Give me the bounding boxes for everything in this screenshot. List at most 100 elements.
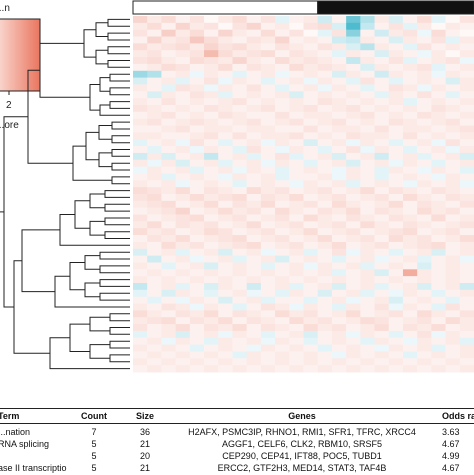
heatmap-cell [360,16,375,24]
heatmap-cell [246,283,262,291]
heatmap-cell [388,276,404,284]
heatmap-cell [189,241,205,250]
heatmap-cell [232,63,248,72]
dendrogram-branch [109,327,130,335]
heatmap-cell [317,337,333,346]
table-top-rule [0,408,474,409]
heatmap-cell [260,310,276,318]
heatmap-cell [147,132,162,140]
heatmap-cell [402,187,418,195]
heatmap-cell [402,111,418,120]
heatmap-cell [204,194,219,202]
cell-odds-ratio: 4.67 [442,463,460,473]
heatmap-cell [218,125,233,133]
heatmap-cell [331,118,347,126]
heatmap-cell [402,22,418,31]
heatmap-cell [317,111,333,120]
heatmap-cell [459,70,474,79]
heatmap-cell [232,98,248,106]
heatmap-cell [147,50,162,58]
heatmap-cell [303,317,319,325]
heatmap-cell [246,173,262,181]
heatmap-cell [218,317,233,325]
heatmap-cell [275,139,290,147]
heatmap-cell [360,344,375,352]
dendrogram-branch [89,220,105,236]
heatmap-cell [346,152,361,161]
heatmap-cell [133,70,148,79]
heatmap-cell [346,29,361,37]
heatmap-cell [232,152,248,161]
heatmap-cell [133,22,148,31]
dendrogram-branch [99,292,130,301]
heatmap-cell [303,269,319,277]
heatmap-cell [346,22,361,31]
heatmap-cell [175,16,191,24]
heatmap-cell [317,159,333,168]
heatmap-cell [275,337,290,346]
heatmap-cell [147,146,162,154]
heatmap-cell [459,262,474,270]
heatmap-cell [204,173,219,181]
heatmap-cell [260,358,276,366]
heatmap-cell [431,132,446,140]
heatmap-cell [402,152,418,161]
heatmap-cell [246,324,262,332]
heatmap-cell [374,200,390,209]
heatmap-cell [147,111,162,120]
heatmap-cell [161,77,177,85]
heatmap-cell [260,248,276,257]
heatmap-cell [303,324,319,332]
heatmap-cell [147,152,162,161]
heatmap-cell [189,180,205,188]
heatmap-cell [275,118,290,126]
heatmap-cell [402,344,418,352]
heatmap-cell [417,310,432,318]
heatmap-cell [289,50,304,58]
heatmap-cell [161,43,177,51]
heatmap-cell [246,105,262,113]
heatmap-cell [303,118,319,126]
heatmap-cell [133,358,148,366]
heatmap-cell [331,152,347,161]
heatmap-cell [459,57,474,65]
heatmap-cell [459,296,474,304]
heatmap-cell [175,351,191,359]
heatmap-cell [161,173,177,181]
heatmap-cell [360,29,375,37]
heatmap-cell [204,324,219,332]
heatmap-cell [445,214,461,222]
heatmap-cell [317,166,333,174]
heatmap-cell [317,173,333,181]
heatmap-cell [204,91,219,99]
heatmap-cell [331,16,347,24]
heatmap-cell [175,98,191,106]
heatmap-cell [317,36,333,44]
heatmap-cell [260,276,276,284]
cell-count: 5 [91,463,97,473]
heatmap-cell [133,228,148,236]
heatmap-cell [175,180,191,188]
heatmap-cell [346,310,361,318]
heatmap-cell [331,283,347,291]
heatmap-cell [275,358,290,366]
heatmap-cell [189,70,205,79]
heatmap-cell [218,235,233,243]
heatmap-cell [431,111,446,120]
heatmap-cell [417,84,432,92]
heatmap-cell [161,16,177,24]
heatmap-cell [417,283,432,291]
heatmap-cell [431,228,446,236]
heatmap-cell [218,50,233,58]
heatmap-cell [445,139,461,147]
heatmap-cell [388,50,404,58]
heatmap-cell [459,221,474,229]
heatmap-cell [204,16,219,24]
heatmap-cell [232,111,248,120]
heatmap-cell [331,214,347,222]
heatmap-cell [161,358,177,366]
heatmap-cell [289,296,304,304]
heatmap-cell [246,187,262,195]
heatmap-cell [289,241,304,250]
heatmap-cell [346,132,361,140]
